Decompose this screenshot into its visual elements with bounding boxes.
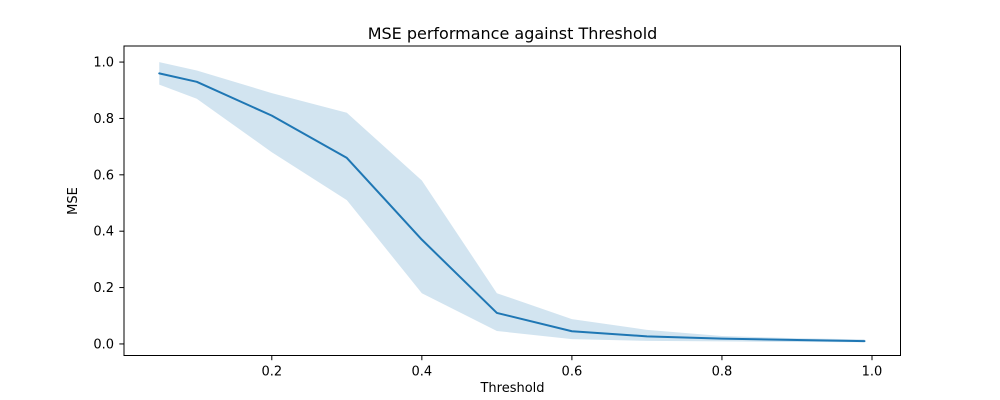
mse-mean-line	[158, 72, 866, 343]
axes-spines	[123, 45, 901, 356]
x-tick-label: 0.4	[412, 365, 433, 380]
confidence-band	[159, 62, 865, 343]
y-axis-label: MSE	[66, 187, 81, 215]
x-axis-label: Threshold	[480, 381, 545, 396]
y-tick-label: 0.0	[93, 337, 114, 352]
chart-title: MSE performance against Threshold	[367, 24, 658, 43]
plot-area: 0.2 0.4 0.6 0.8 1.0 0.0 0.2 0.4 0.6 0.8 1.0	[93, 45, 901, 380]
y-tick-label: 0.2	[93, 281, 114, 296]
x-tick-label: 1.0	[862, 365, 883, 380]
x-tick-label: 0.2	[261, 365, 282, 380]
y-tick-label: 0.8	[93, 112, 114, 127]
y-tick-label: 1.0	[93, 56, 114, 71]
y-tick-label: 0.6	[93, 168, 114, 183]
x-tick-label: 0.6	[562, 365, 583, 380]
y-tick-label: 0.4	[93, 225, 114, 240]
x-tick-label: 0.8	[712, 365, 733, 380]
